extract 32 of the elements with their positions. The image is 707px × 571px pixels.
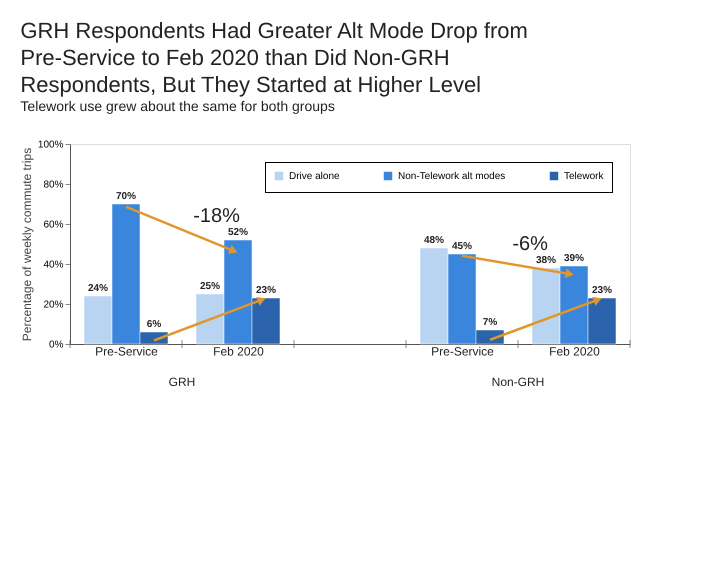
data-label: 38% [536, 255, 556, 266]
text: Non-GRH [492, 375, 544, 389]
y-tick-label: 100% [38, 140, 64, 150]
x-tick-label: Feb 2020 [213, 344, 264, 358]
chart-subtitle: Telework use grew about the same for both groups [20, 98, 335, 114]
data-label: 48% [424, 235, 444, 246]
chart-title: GRH Respondents Had Greater Alt Mode Drop from Pre-Service to Feb 2020 than Did Non-GRH Respondents, But They Started at Higher Level [20, 18, 528, 97]
data-label: 70% [116, 191, 136, 202]
data-label: 25% [200, 281, 220, 292]
x-tick-label: Pre-Service [431, 344, 494, 358]
annotation: -6% [512, 233, 548, 255]
data-label: 39% [564, 253, 584, 264]
y-tick-label: 0% [49, 340, 64, 350]
data-label: 52% [228, 227, 248, 238]
x-tick-label: Feb 2020 [549, 344, 600, 358]
data-label: 23% [592, 285, 612, 296]
y-tick-label: 60% [43, 220, 64, 230]
text: GRH [168, 375, 196, 389]
y-axis-title: Percentage of weekly commute trips [20, 148, 34, 342]
data-label: 45% [452, 241, 472, 252]
data-label: 6% [146, 319, 162, 330]
data-label: 7% [482, 317, 498, 328]
y-tick-label: 40% [43, 260, 64, 270]
legend-label: Non-Telework alt modes [398, 171, 506, 182]
annotation: -18% [193, 205, 240, 227]
y-tick-label: 20% [43, 300, 64, 310]
data-label: 23% [256, 285, 276, 296]
legend-label: Telework [564, 171, 604, 182]
x-tick-label: Pre-Service [95, 344, 158, 358]
legend-label: Drive alone [289, 171, 340, 182]
y-tick-label: 80% [43, 180, 64, 190]
data-label: 24% [88, 283, 108, 294]
